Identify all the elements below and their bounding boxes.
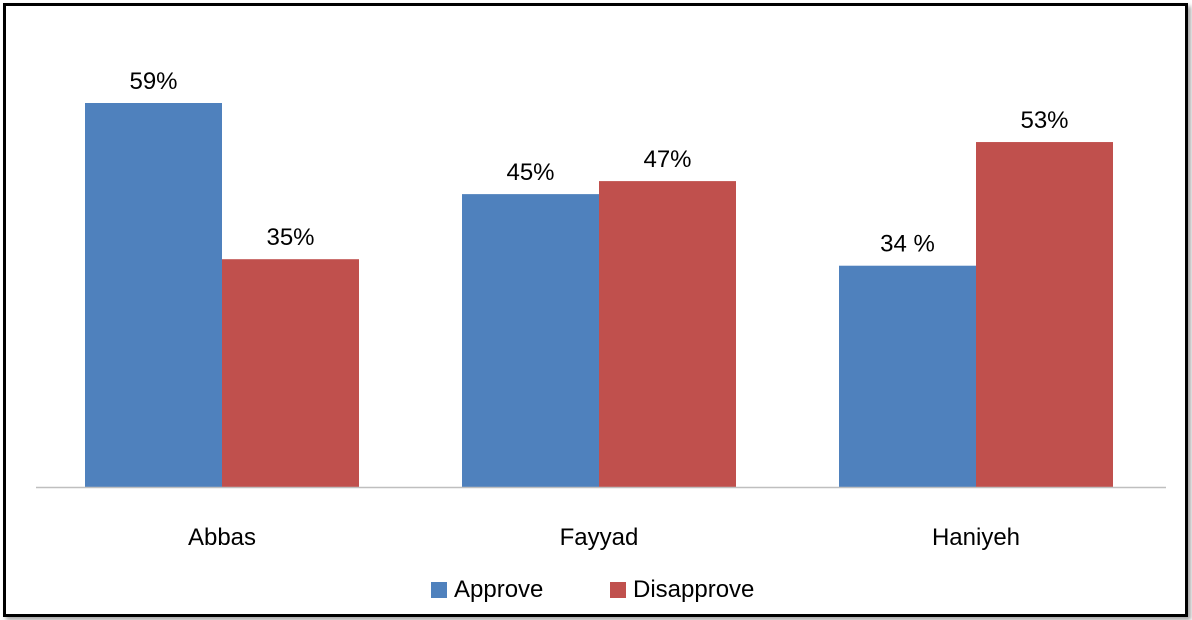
data-label-disapprove-fayyad: 47%	[643, 146, 691, 173]
data-label-approve-abbas: 59%	[129, 68, 177, 95]
bar-approve-fayyad	[462, 194, 599, 487]
category-labels-layer: Abbas Fayyad Haniyeh	[188, 524, 1020, 551]
bars-layer	[85, 103, 1113, 488]
data-label-approve-fayyad: 45%	[506, 159, 554, 186]
category-label-haniyeh: Haniyeh	[932, 524, 1020, 551]
bar-chart: 59% 35% 45% 47% 34 % 53% Abbas Fayyad Haniyeh A…	[36, 68, 1166, 603]
data-labels-layer: 59% 35% 45% 47% 34 % 53%	[129, 68, 1068, 258]
legend-swatch-disapprove	[610, 582, 626, 598]
bar-disapprove-haniyeh	[976, 142, 1113, 487]
legend-label-approve: Approve	[454, 576, 543, 603]
bar-disapprove-abbas	[222, 259, 359, 487]
bar-disapprove-fayyad	[599, 181, 736, 488]
legend-swatch-approve	[431, 582, 447, 598]
bar-approve-abbas	[85, 103, 222, 487]
data-label-disapprove-abbas: 35%	[266, 224, 314, 251]
chart-frame: 59% 35% 45% 47% 34 % 53% Abbas Fayyad Haniyeh A…	[3, 3, 1188, 617]
data-label-disapprove-haniyeh: 53%	[1020, 107, 1068, 134]
bar-approve-haniyeh	[839, 265, 976, 487]
legend: Approve Disapprove	[431, 576, 754, 603]
category-label-abbas: Abbas	[188, 524, 256, 551]
category-label-fayyad: Fayyad	[560, 524, 639, 551]
data-label-approve-haniyeh: 34 %	[880, 231, 935, 258]
legend-label-disapprove: Disapprove	[633, 576, 754, 603]
